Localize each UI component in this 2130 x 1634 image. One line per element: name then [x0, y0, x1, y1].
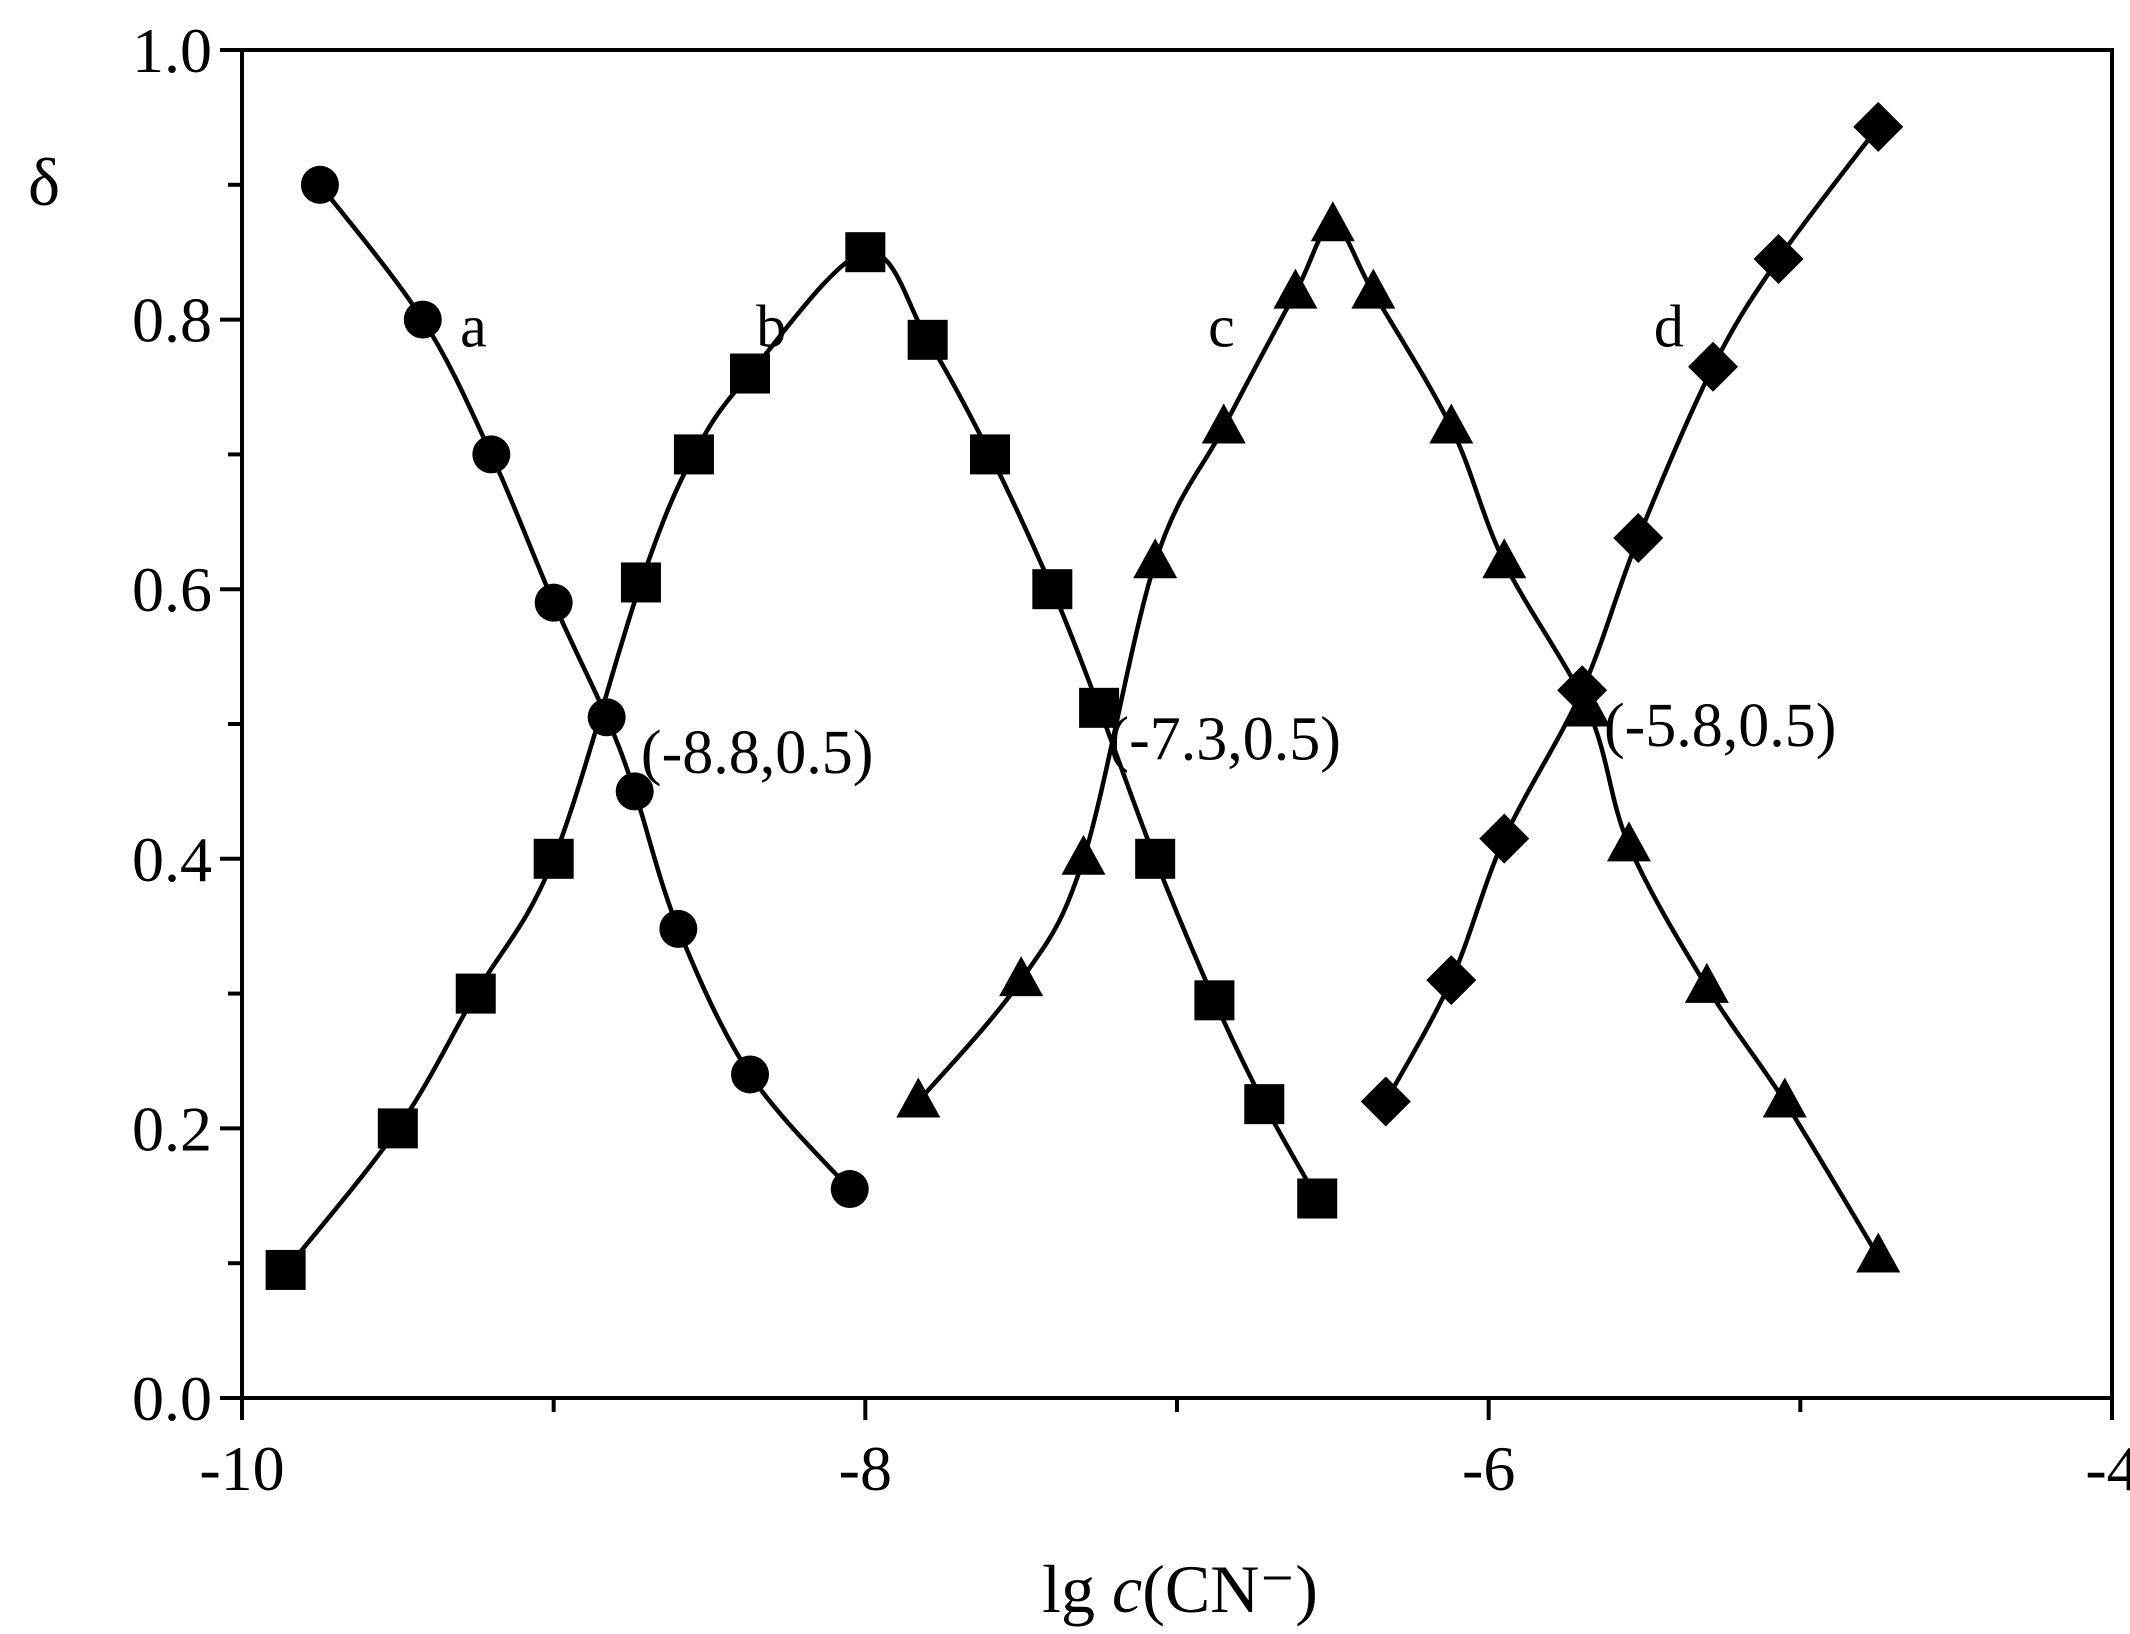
marker-b	[1135, 838, 1176, 879]
marker-b	[1079, 687, 1120, 728]
x-tick-label: -4	[2085, 1433, 2130, 1504]
marker-a	[534, 583, 573, 622]
marker-c	[1606, 821, 1651, 862]
marker-b	[673, 434, 714, 475]
y-tick-label: 1.0	[132, 15, 212, 86]
y-tick-label: 0.2	[132, 1093, 212, 1164]
y-tick-label: 0.8	[132, 285, 212, 356]
marker-b	[455, 973, 496, 1014]
y-axis-label: δ	[28, 144, 60, 220]
marker-b	[265, 1249, 306, 1290]
series-line-d	[1383, 125, 1881, 1103]
marker-a	[587, 698, 626, 737]
x-tick-label: -10	[199, 1433, 284, 1504]
marker-b	[1032, 569, 1073, 610]
marker-b	[1244, 1084, 1285, 1125]
marker-b	[533, 838, 574, 879]
marker-b	[845, 232, 886, 273]
marker-a	[830, 1170, 869, 1209]
marker-b	[1194, 980, 1235, 1021]
marker-d	[1557, 665, 1608, 716]
marker-a	[472, 435, 511, 474]
curve-label-c: c	[1208, 293, 1235, 359]
marker-b	[1297, 1178, 1338, 1219]
marker-a	[300, 165, 339, 204]
marker-c	[1201, 403, 1246, 444]
marker-d	[1688, 341, 1739, 392]
marker-a	[659, 909, 698, 948]
marker-c	[1273, 268, 1318, 309]
x-tick-label: -8	[839, 1433, 892, 1504]
marker-d	[1753, 233, 1804, 284]
marker-c	[1482, 538, 1527, 579]
intersection-annotation: (-5.8,0.5)	[1604, 692, 1836, 760]
marker-c	[1762, 1077, 1807, 1118]
marker-c	[1351, 268, 1396, 309]
y-tick-label: 0.6	[132, 554, 212, 625]
marker-c	[1429, 403, 1474, 444]
marker-c	[1061, 834, 1106, 875]
marker-b	[907, 319, 948, 360]
marker-a	[403, 300, 442, 339]
marker-b	[970, 434, 1010, 475]
marker-d	[1613, 512, 1664, 563]
curve-label-a: a	[460, 293, 487, 359]
marker-a	[731, 1055, 770, 1094]
marker-d	[1426, 955, 1477, 1006]
marker-c	[896, 1077, 941, 1118]
axis-ticks: -10 -8 -6 -4 0.0 0.2 0.4 0.6 0.8 1.0	[132, 15, 2130, 1504]
x-axis-label: lg c(CN⁻)	[1042, 1551, 1318, 1627]
marker-b	[377, 1108, 418, 1149]
curve-label-d: d	[1654, 293, 1684, 359]
marker-d	[1479, 813, 1530, 864]
x-axis-label-variable: c	[1112, 1551, 1142, 1627]
y-tick-label: 0.4	[132, 824, 212, 895]
x-axis-label-suffix: (CN⁻)	[1142, 1551, 1318, 1627]
marker-b	[620, 562, 661, 603]
marker-c	[1684, 962, 1729, 1003]
marker-b	[730, 353, 771, 394]
marker-a	[615, 772, 654, 811]
intersection-annotation: (-8.8,0.5)	[641, 719, 873, 787]
chart-labels: a b c d (-8.8,0.5) (-7.3,0.5) (-5.8,0.5)	[460, 293, 1836, 787]
marker-d	[1853, 101, 1904, 152]
marker-c	[1856, 1232, 1901, 1273]
marker-c	[1310, 201, 1355, 242]
x-axis-label-prefix: lg	[1042, 1551, 1112, 1627]
series-markers	[265, 101, 1904, 1290]
x-tick-label: -6	[1462, 1433, 1515, 1504]
curve-label-b: b	[756, 293, 786, 359]
intersection-annotation: (-7.3,0.5)	[1108, 705, 1340, 773]
y-tick-label: 0.0	[132, 1363, 212, 1434]
marker-c	[999, 956, 1044, 997]
marker-c	[1133, 538, 1178, 579]
marker-d	[1360, 1076, 1411, 1127]
